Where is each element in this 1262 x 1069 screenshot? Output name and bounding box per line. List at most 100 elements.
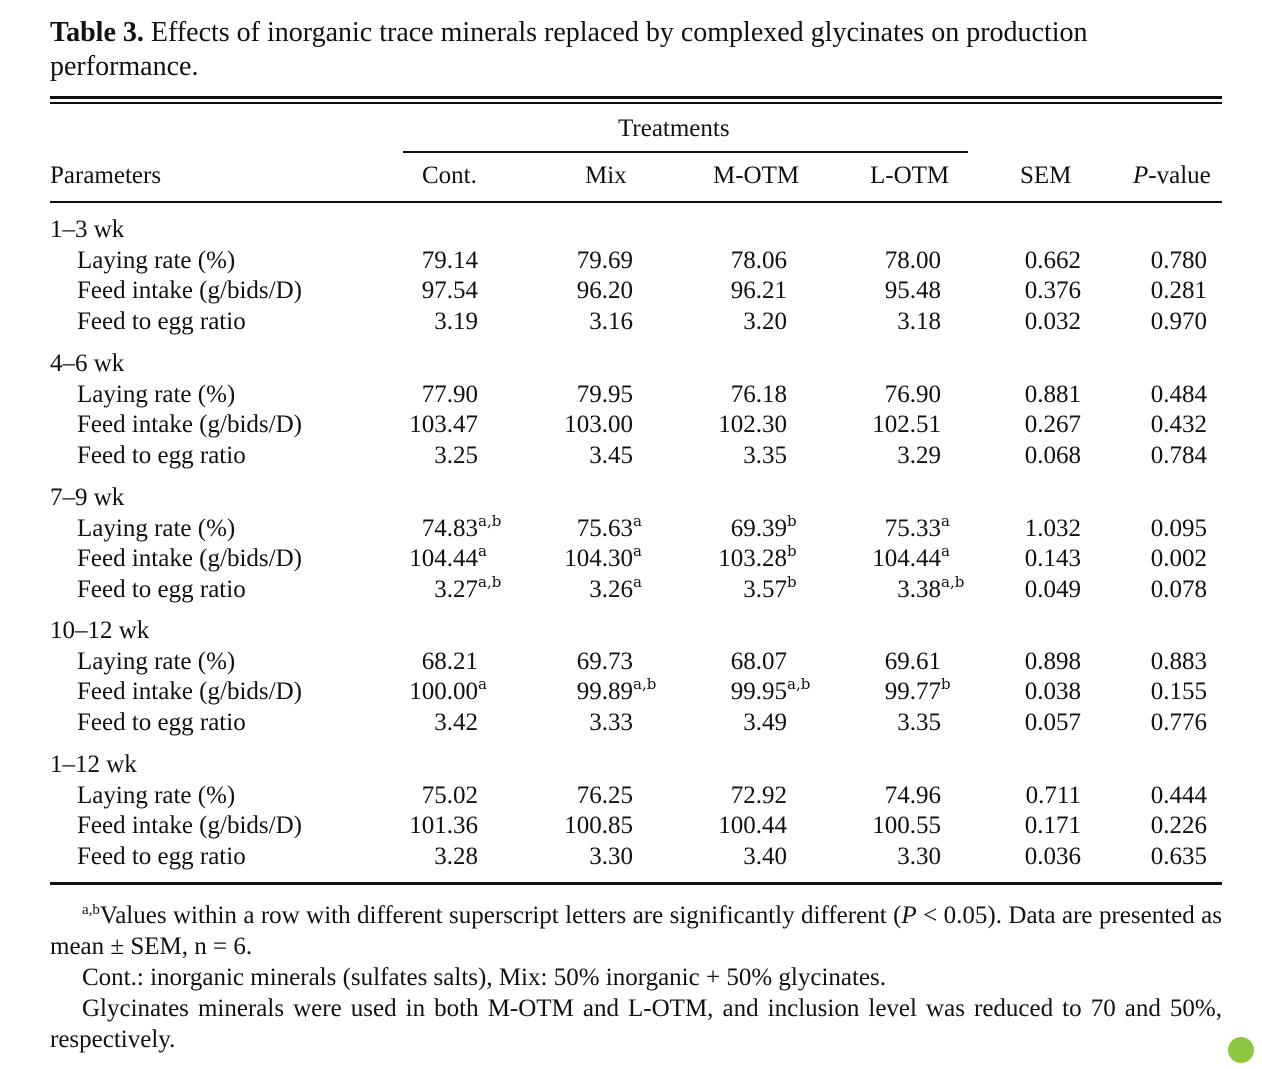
value-cell: 3.20 bbox=[667, 308, 787, 336]
table-caption: Table 3. Effects of inorganic trace mine… bbox=[50, 16, 1222, 84]
value-cell: 100.85 bbox=[513, 812, 633, 840]
top-rule bbox=[50, 96, 1222, 99]
sem-cell: 0.662 bbox=[1024, 246, 1081, 274]
value-number: 3.16 bbox=[589, 307, 633, 335]
value-number: 3.27 bbox=[434, 575, 478, 603]
col-header-mix: Mix bbox=[585, 162, 627, 189]
value-number: 96.21 bbox=[730, 277, 787, 304]
value-number: 3.33 bbox=[589, 708, 633, 736]
value-cell: 75.63 bbox=[513, 515, 633, 543]
col-header-sem: SEM bbox=[1020, 162, 1072, 189]
value-cell: 74.83 bbox=[358, 515, 478, 543]
value-number: 78.06 bbox=[730, 246, 787, 274]
row-parameter: Feed intake (g/bids/D) bbox=[77, 277, 302, 304]
value-cell: 68.07 bbox=[667, 648, 787, 676]
value-number: 75.63 bbox=[576, 514, 633, 542]
value-cell: 3.19 bbox=[358, 308, 478, 336]
value-cell: 99.89 bbox=[513, 678, 633, 706]
value-number: 3.49 bbox=[743, 708, 787, 736]
footnote-glycinates: Glycinates minerals were used in both M-… bbox=[50, 995, 1222, 1053]
value-cell: 104.44 bbox=[821, 545, 941, 573]
sem-cell: 0.068 bbox=[1024, 441, 1081, 469]
value-cell: 72.92 bbox=[667, 782, 787, 810]
col-header-motm: M-OTM bbox=[713, 162, 800, 189]
value-number: 78.00 bbox=[884, 246, 941, 274]
value-cell: 3.28 bbox=[358, 843, 478, 871]
value-cell: 3.29 bbox=[821, 442, 941, 470]
value-number: 100.55 bbox=[872, 812, 941, 839]
value-cell: 79.95 bbox=[513, 381, 633, 409]
value-number: 102.30 bbox=[718, 411, 787, 438]
value-cell: 96.21 bbox=[667, 277, 787, 305]
row-parameter: Feed to egg ratio bbox=[77, 842, 246, 870]
value-cell: 78.00 bbox=[821, 247, 941, 275]
row-parameter: Laying rate (%) bbox=[77, 781, 236, 809]
value-number: 95.48 bbox=[884, 277, 941, 304]
value-cell: 3.35 bbox=[667, 442, 787, 470]
value-number: 75.33 bbox=[884, 514, 941, 542]
value-cell: 100.00 bbox=[358, 678, 478, 706]
sem-cell: 0.038 bbox=[1024, 678, 1081, 705]
value-number: 68.21 bbox=[421, 647, 478, 675]
value-cell: 77.90 bbox=[358, 381, 478, 409]
value-cell: 99.77 bbox=[821, 678, 941, 706]
pvalue-cell: 0.780 bbox=[1150, 246, 1207, 274]
value-cell: 3.49 bbox=[667, 709, 787, 737]
row-parameter: Feed intake (g/bids/D) bbox=[77, 678, 302, 705]
col-header-pvalue: P-value bbox=[1133, 162, 1211, 190]
value-cell: 76.90 bbox=[821, 381, 941, 409]
sem-cell: 0.881 bbox=[1024, 380, 1081, 408]
value-number: 3.25 bbox=[434, 441, 478, 469]
pvalue-cell: 0.078 bbox=[1150, 575, 1207, 603]
value-number: 79.95 bbox=[576, 380, 633, 408]
col-header-cont: Cont. bbox=[422, 162, 477, 189]
value-cell: 103.47 bbox=[358, 411, 478, 439]
value-cell: 69.73 bbox=[513, 648, 633, 676]
value-cell: 102.51 bbox=[821, 411, 941, 439]
value-number: 69.73 bbox=[576, 647, 633, 675]
pvalue-cell: 0.776 bbox=[1150, 708, 1207, 736]
value-number: 3.19 bbox=[434, 307, 478, 335]
row-parameter: Laying rate (%) bbox=[77, 514, 236, 542]
value-cell: 3.42 bbox=[358, 709, 478, 737]
footnote-1p: P bbox=[901, 902, 917, 929]
value-number: 99.95 bbox=[730, 678, 787, 705]
value-number: 104.44 bbox=[409, 545, 478, 572]
sem-cell: 0.898 bbox=[1024, 647, 1081, 675]
value-number: 76.90 bbox=[884, 380, 941, 408]
value-cell: 3.33 bbox=[513, 709, 633, 737]
row-parameter: Feed intake (g/bids/D) bbox=[77, 411, 302, 438]
value-cell: 100.44 bbox=[667, 812, 787, 840]
sem-cell: 0.267 bbox=[1024, 411, 1081, 438]
footnote-significance: a,bValues within a row with different su… bbox=[50, 900, 1222, 962]
caption-text: Effects of inorganic trace minerals repl… bbox=[50, 17, 1088, 82]
row-parameter: Feed to egg ratio bbox=[77, 575, 246, 603]
sem-cell: 1.032 bbox=[1024, 514, 1081, 542]
value-cell: 95.48 bbox=[821, 277, 941, 305]
row-parameter: Laying rate (%) bbox=[77, 380, 236, 408]
value-number: 3.30 bbox=[589, 842, 633, 870]
value-number: 3.40 bbox=[743, 842, 787, 870]
value-number: 74.96 bbox=[884, 781, 941, 809]
footnote-1b: < 0.05). Data are presented as mean ± SE… bbox=[50, 902, 1222, 960]
pvalue-cell: 0.784 bbox=[1150, 441, 1207, 469]
pvalue-cell: 0.226 bbox=[1150, 812, 1207, 839]
value-number: 76.18 bbox=[730, 380, 787, 408]
value-number: 76.25 bbox=[576, 781, 633, 809]
value-number: 3.45 bbox=[589, 441, 633, 469]
value-number: 100.44 bbox=[718, 812, 787, 839]
value-number: 99.77 bbox=[884, 678, 941, 705]
value-cell: 3.38 bbox=[821, 576, 941, 604]
value-number: 3.42 bbox=[434, 708, 478, 736]
value-number: 101.36 bbox=[409, 812, 478, 839]
pvalue-cell: 0.883 bbox=[1150, 647, 1207, 675]
value-number: 72.92 bbox=[730, 781, 787, 809]
value-number: 3.26 bbox=[589, 575, 633, 603]
leaf-badge-icon bbox=[1228, 1037, 1254, 1063]
value-cell: 100.55 bbox=[821, 812, 941, 840]
value-number: 3.35 bbox=[897, 708, 941, 736]
pvalue-cell: 0.281 bbox=[1150, 277, 1207, 304]
row-parameter: Laying rate (%) bbox=[77, 647, 236, 675]
value-cell: 69.61 bbox=[821, 648, 941, 676]
footnote-sup: a,b bbox=[82, 902, 100, 918]
